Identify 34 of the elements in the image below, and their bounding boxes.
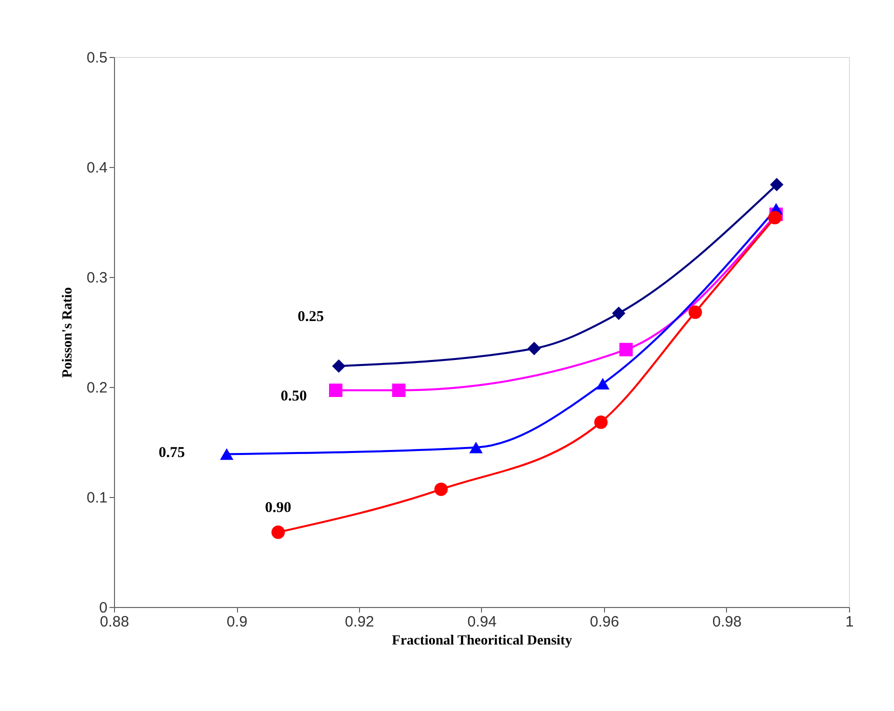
point bbox=[469, 442, 483, 454]
point bbox=[596, 378, 610, 390]
point bbox=[688, 306, 702, 319]
y-tick-label: 0.5 bbox=[86, 50, 108, 66]
y-axis-title: Poisson's Ratio bbox=[60, 287, 76, 378]
series-label: 0.90 bbox=[265, 500, 292, 516]
x-tick-label: 0.88 bbox=[100, 614, 130, 630]
x-tick-label: 0.98 bbox=[712, 614, 742, 630]
x-tick-label: 0.96 bbox=[590, 614, 620, 630]
point bbox=[527, 342, 541, 356]
y-tick-label: 0.4 bbox=[86, 160, 108, 176]
point bbox=[619, 342, 633, 356]
x-tick-label: 0.92 bbox=[344, 614, 374, 630]
point bbox=[612, 306, 626, 320]
x-tick-label: 1 bbox=[845, 614, 854, 630]
point bbox=[271, 526, 285, 539]
point bbox=[332, 359, 346, 373]
point bbox=[434, 482, 448, 496]
point bbox=[220, 448, 234, 460]
text: 0.25 bbox=[298, 309, 324, 326]
series-label: 0.50 bbox=[280, 388, 307, 404]
x-tick-label: 0.94 bbox=[467, 614, 497, 630]
point bbox=[392, 384, 406, 398]
y-tick-label: 0.2 bbox=[86, 380, 108, 396]
point bbox=[329, 384, 342, 398]
y-tick-label: 0 bbox=[99, 600, 108, 616]
x-tick-label: 0.9 bbox=[226, 614, 248, 630]
point bbox=[594, 416, 608, 429]
text: 0.75 bbox=[158, 445, 185, 462]
y-tick-label: 0.3 bbox=[86, 270, 108, 286]
point bbox=[768, 210, 782, 224]
x-axis-title: Fractional Theoritical Density bbox=[392, 634, 572, 648]
point bbox=[770, 178, 784, 192]
y-tick-label: 0.1 bbox=[86, 490, 108, 506]
